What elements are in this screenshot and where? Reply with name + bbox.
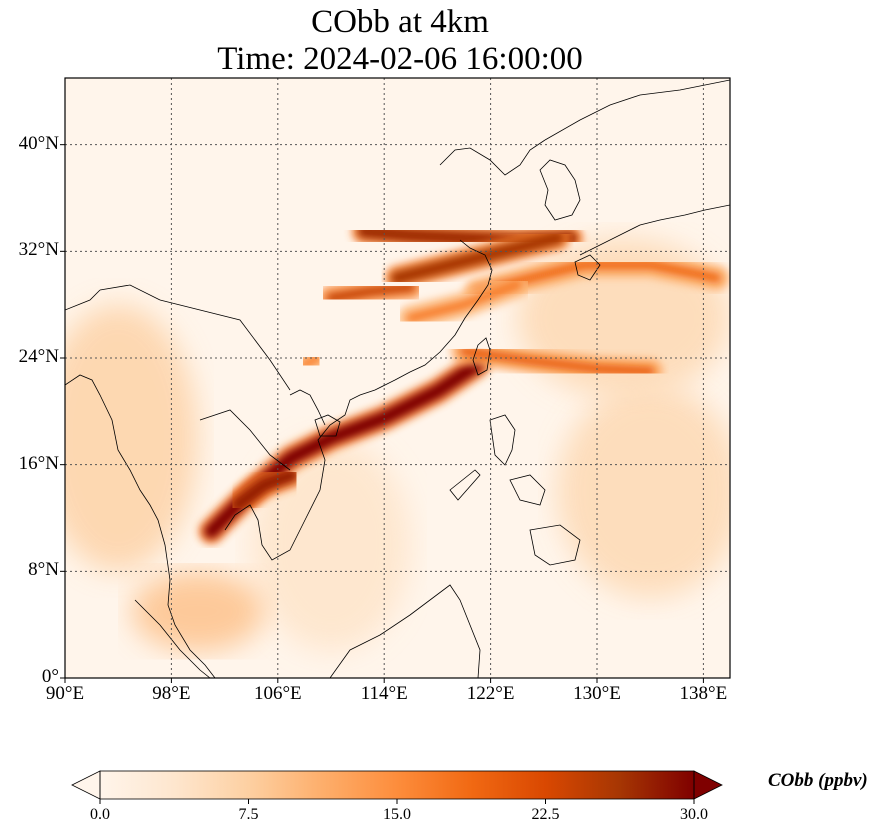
colorbar-tick-label: 7.5	[238, 806, 259, 823]
coastline-mindanao	[529, 524, 581, 566]
tick-marks	[60, 144, 704, 683]
colorbar-tick-label: 0.0	[90, 806, 110, 823]
colorbar-body	[100, 771, 694, 799]
plume-1	[230, 468, 299, 512]
colorbar-tick-label: 30.0	[680, 806, 708, 823]
coastline-hainan	[314, 414, 341, 437]
plume-5	[459, 346, 655, 376]
colorbar-tick-label: 22.5	[531, 806, 560, 823]
field-region-0	[65, 304, 198, 572]
coastline-northeast	[544, 79, 730, 141]
field-region-3	[131, 571, 265, 652]
coastline-indochina	[224, 239, 493, 561]
x-tick-label: 114°E	[360, 683, 408, 704]
plume-4	[326, 282, 416, 303]
field-region-2	[251, 438, 411, 652]
y-tick-label: 8°N	[28, 559, 59, 581]
border-line-1	[159, 299, 291, 391]
y-tick-label: 24°N	[18, 346, 59, 367]
coastline-kyushu	[574, 254, 601, 281]
y-tick-label: 32°N	[18, 239, 59, 261]
x-tick-label: 122°E	[466, 683, 515, 704]
colorbar	[71, 770, 723, 804]
coastline-asia-mainland	[65, 374, 216, 678]
coastline-luzon	[489, 414, 516, 466]
y-tick-label: 0°	[41, 666, 59, 687]
x-tick-label: 130°E	[573, 683, 621, 704]
coastline-palawan	[449, 469, 481, 501]
plume-layer	[198, 218, 730, 545]
coastline-visayas	[509, 474, 546, 506]
coastline-bohai	[439, 139, 546, 176]
border-line-4	[65, 289, 101, 311]
chart-subtitle: Time: 2024-02-06 16:00:00	[217, 41, 583, 77]
coastline-taiwan	[472, 337, 491, 376]
coastline-borneo	[329, 584, 481, 678]
chart-title: CObb at 4km	[311, 4, 489, 40]
colorbar-tick-label: 15.0	[383, 806, 411, 823]
y-tick-label: 16°N	[18, 452, 59, 474]
coastline-japan	[579, 204, 730, 256]
x-tick-label: 90°E	[45, 683, 85, 704]
coastlines	[65, 79, 730, 678]
field-region-1	[557, 384, 730, 598]
border-line-3	[99, 284, 161, 301]
border-line-2	[199, 409, 291, 471]
x-tick-label: 106°E	[253, 683, 302, 704]
x-tick-label: 138°E	[679, 683, 728, 704]
coastline-korea	[539, 159, 581, 221]
x-tick-label: 98°E	[152, 683, 191, 704]
colorbar-label: CObb (ppbv)	[768, 770, 868, 791]
map-frame	[64, 77, 731, 679]
plume-8	[299, 353, 323, 370]
plume-7	[406, 280, 522, 323]
colorbar-extend-low	[71, 770, 101, 800]
gridlines	[65, 78, 730, 678]
colorbar-extend-high	[693, 770, 723, 800]
y-tick-label: 40°N	[18, 132, 59, 154]
coastline-gulf-bay	[289, 389, 326, 426]
plume-3	[390, 231, 565, 285]
coastline-sumatra	[134, 599, 211, 678]
